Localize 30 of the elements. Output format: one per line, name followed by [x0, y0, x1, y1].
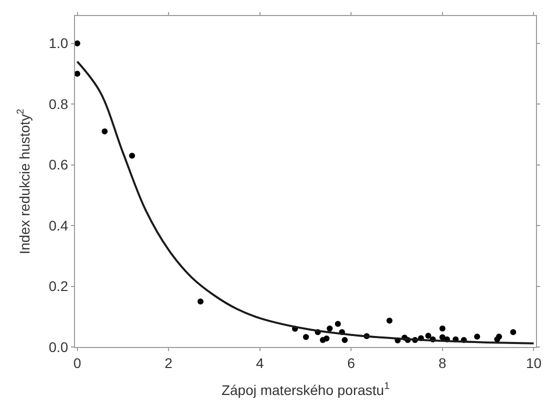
x-tick-label: 0: [73, 354, 82, 371]
y-tick-label: 0.2: [48, 278, 68, 294]
point: [474, 334, 480, 340]
y-tick-label: 0.6: [48, 156, 68, 173]
point: [302, 334, 309, 340]
point: [386, 318, 392, 324]
line-series: [76, 60, 535, 344]
point: [439, 325, 446, 332]
point: [496, 334, 502, 340]
point: [510, 329, 516, 336]
x-tick-label: 6: [347, 354, 356, 371]
point: [75, 40, 80, 46]
y-tick-label: 0.4: [48, 217, 68, 234]
x-axis-title: Zápoj materského porastu$^{1}$: [221, 381, 390, 398]
point: [334, 320, 341, 327]
point: [326, 325, 333, 332]
x-tick-label: 8: [438, 354, 447, 371]
point: [102, 128, 108, 134]
y-tick-label: 0.8: [48, 96, 68, 112]
point: [198, 298, 204, 304]
x-tick-label: 10: [526, 354, 542, 371]
point: [129, 152, 136, 159]
y-tick-label: 0.0: [48, 338, 68, 355]
point: [342, 337, 348, 344]
point: [425, 332, 432, 339]
point: [75, 70, 80, 77]
x-tick-label: 4: [256, 354, 264, 371]
y-tick-label: 1.0: [48, 35, 68, 52]
point: [324, 336, 330, 342]
x-tick-label: 2: [164, 354, 173, 371]
